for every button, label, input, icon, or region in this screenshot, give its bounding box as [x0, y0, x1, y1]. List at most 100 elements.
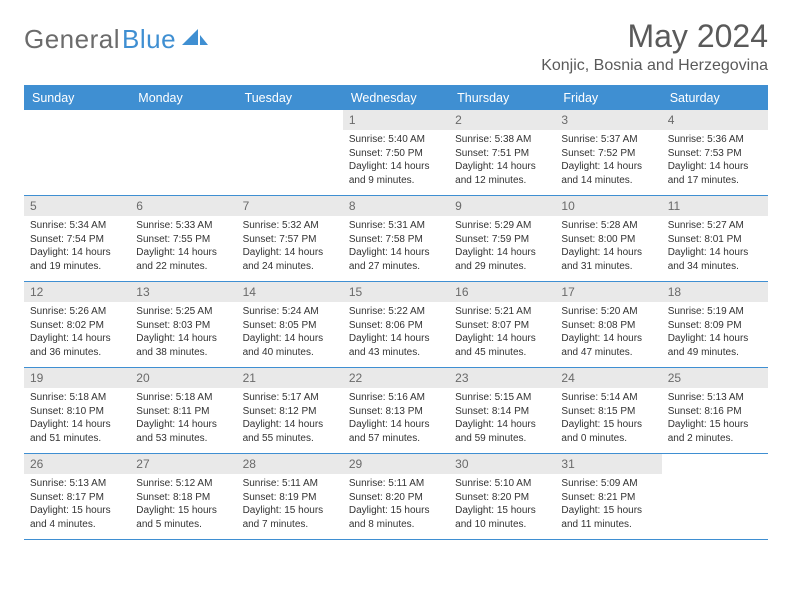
daylight-line-2: and 8 minutes.	[349, 518, 443, 532]
daylight-line-2: and 38 minutes.	[136, 346, 230, 360]
sunset-line: Sunset: 7:50 PM	[349, 147, 443, 161]
daylight-line-1: Daylight: 14 hours	[455, 332, 549, 346]
day-cell: 13Sunrise: 5:25 AMSunset: 8:03 PMDayligh…	[130, 282, 236, 368]
day-details: Sunrise: 5:40 AMSunset: 7:50 PMDaylight:…	[343, 130, 449, 192]
weekday-header-row: SundayMondayTuesdayWednesdayThursdayFrid…	[24, 85, 768, 110]
sunrise-line: Sunrise: 5:33 AM	[136, 219, 230, 233]
day-number: 20	[130, 368, 236, 388]
daylight-line-2: and 2 minutes.	[668, 432, 762, 446]
sunrise-line: Sunrise: 5:16 AM	[349, 391, 443, 405]
daylight-line-2: and 43 minutes.	[349, 346, 443, 360]
sunset-line: Sunset: 8:00 PM	[561, 233, 655, 247]
day-number: 22	[343, 368, 449, 388]
sunrise-line: Sunrise: 5:34 AM	[30, 219, 124, 233]
day-cell: 3Sunrise: 5:37 AMSunset: 7:52 PMDaylight…	[555, 110, 661, 196]
day-details: Sunrise: 5:38 AMSunset: 7:51 PMDaylight:…	[449, 130, 555, 192]
daylight-line-1: Daylight: 15 hours	[561, 504, 655, 518]
sunrise-line: Sunrise: 5:40 AM	[349, 133, 443, 147]
day-number: 24	[555, 368, 661, 388]
logo-sail-icon	[182, 27, 208, 52]
day-details: Sunrise: 5:26 AMSunset: 8:02 PMDaylight:…	[24, 302, 130, 364]
calendar: SundayMondayTuesdayWednesdayThursdayFrid…	[24, 85, 768, 540]
daylight-line-1: Daylight: 14 hours	[561, 246, 655, 260]
sunset-line: Sunset: 8:06 PM	[349, 319, 443, 333]
sunrise-line: Sunrise: 5:11 AM	[243, 477, 337, 491]
weekday-header: Sunday	[24, 86, 130, 110]
day-cell: 5Sunrise: 5:34 AMSunset: 7:54 PMDaylight…	[24, 196, 130, 282]
daylight-line-1: Daylight: 15 hours	[30, 504, 124, 518]
daylight-line-2: and 9 minutes.	[349, 174, 443, 188]
sunset-line: Sunset: 8:20 PM	[349, 491, 443, 505]
day-cell: 25Sunrise: 5:13 AMSunset: 8:16 PMDayligh…	[662, 368, 768, 454]
month-title: May 2024	[541, 18, 768, 55]
sunset-line: Sunset: 7:55 PM	[136, 233, 230, 247]
daylight-line-2: and 12 minutes.	[455, 174, 549, 188]
daylight-line-2: and 59 minutes.	[455, 432, 549, 446]
sunrise-line: Sunrise: 5:09 AM	[561, 477, 655, 491]
daylight-line-1: Daylight: 14 hours	[349, 160, 443, 174]
day-number: 10	[555, 196, 661, 216]
day-number: 18	[662, 282, 768, 302]
day-cell: 18Sunrise: 5:19 AMSunset: 8:09 PMDayligh…	[662, 282, 768, 368]
daylight-line-2: and 19 minutes.	[30, 260, 124, 274]
sunrise-line: Sunrise: 5:17 AM	[243, 391, 337, 405]
day-cell: 11Sunrise: 5:27 AMSunset: 8:01 PMDayligh…	[662, 196, 768, 282]
sunrise-line: Sunrise: 5:13 AM	[30, 477, 124, 491]
sunset-line: Sunset: 8:18 PM	[136, 491, 230, 505]
daylight-line-2: and 7 minutes.	[243, 518, 337, 532]
logo-text-general: General	[24, 24, 120, 55]
sunrise-line: Sunrise: 5:25 AM	[136, 305, 230, 319]
daylight-line-2: and 10 minutes.	[455, 518, 549, 532]
day-cell: 12Sunrise: 5:26 AMSunset: 8:02 PMDayligh…	[24, 282, 130, 368]
daylight-line-1: Daylight: 15 hours	[668, 418, 762, 432]
day-number: 9	[449, 196, 555, 216]
daylight-line-1: Daylight: 14 hours	[136, 332, 230, 346]
day-cell: 1Sunrise: 5:40 AMSunset: 7:50 PMDaylight…	[343, 110, 449, 196]
day-details: Sunrise: 5:29 AMSunset: 7:59 PMDaylight:…	[449, 216, 555, 278]
day-number: 12	[24, 282, 130, 302]
sunrise-line: Sunrise: 5:10 AM	[455, 477, 549, 491]
sunset-line: Sunset: 8:05 PM	[243, 319, 337, 333]
sunset-line: Sunset: 8:13 PM	[349, 405, 443, 419]
day-number: 27	[130, 454, 236, 474]
sunset-line: Sunset: 8:16 PM	[668, 405, 762, 419]
daylight-line-1: Daylight: 14 hours	[243, 246, 337, 260]
daylight-line-1: Daylight: 14 hours	[668, 160, 762, 174]
day-details: Sunrise: 5:27 AMSunset: 8:01 PMDaylight:…	[662, 216, 768, 278]
day-number: 21	[237, 368, 343, 388]
sunrise-line: Sunrise: 5:24 AM	[243, 305, 337, 319]
day-number: 11	[662, 196, 768, 216]
day-cell: 24Sunrise: 5:14 AMSunset: 8:15 PMDayligh…	[555, 368, 661, 454]
day-number: 2	[449, 110, 555, 130]
sunrise-line: Sunrise: 5:26 AM	[30, 305, 124, 319]
day-cell: 16Sunrise: 5:21 AMSunset: 8:07 PMDayligh…	[449, 282, 555, 368]
day-cell: 17Sunrise: 5:20 AMSunset: 8:08 PMDayligh…	[555, 282, 661, 368]
day-number: 14	[237, 282, 343, 302]
day-number: 17	[555, 282, 661, 302]
day-details: Sunrise: 5:34 AMSunset: 7:54 PMDaylight:…	[24, 216, 130, 278]
day-details: Sunrise: 5:13 AMSunset: 8:16 PMDaylight:…	[662, 388, 768, 450]
day-details: Sunrise: 5:21 AMSunset: 8:07 PMDaylight:…	[449, 302, 555, 364]
header: GeneralBlue May 2024 Konjic, Bosnia and …	[24, 18, 768, 75]
daylight-line-2: and 0 minutes.	[561, 432, 655, 446]
daylight-line-1: Daylight: 14 hours	[455, 160, 549, 174]
sunrise-line: Sunrise: 5:36 AM	[668, 133, 762, 147]
day-details: Sunrise: 5:20 AMSunset: 8:08 PMDaylight:…	[555, 302, 661, 364]
daylight-line-2: and 49 minutes.	[668, 346, 762, 360]
daylight-line-2: and 55 minutes.	[243, 432, 337, 446]
daylight-line-1: Daylight: 15 hours	[455, 504, 549, 518]
sunset-line: Sunset: 8:21 PM	[561, 491, 655, 505]
sunset-line: Sunset: 8:01 PM	[668, 233, 762, 247]
sunrise-line: Sunrise: 5:31 AM	[349, 219, 443, 233]
day-cell: 10Sunrise: 5:28 AMSunset: 8:00 PMDayligh…	[555, 196, 661, 282]
day-cell: 14Sunrise: 5:24 AMSunset: 8:05 PMDayligh…	[237, 282, 343, 368]
sunset-line: Sunset: 8:19 PM	[243, 491, 337, 505]
day-details: Sunrise: 5:19 AMSunset: 8:09 PMDaylight:…	[662, 302, 768, 364]
day-details: Sunrise: 5:16 AMSunset: 8:13 PMDaylight:…	[343, 388, 449, 450]
sunset-line: Sunset: 8:07 PM	[455, 319, 549, 333]
empty-cell	[237, 110, 343, 196]
sunset-line: Sunset: 8:03 PM	[136, 319, 230, 333]
day-number: 8	[343, 196, 449, 216]
day-number: 19	[24, 368, 130, 388]
day-details: Sunrise: 5:12 AMSunset: 8:18 PMDaylight:…	[130, 474, 236, 536]
